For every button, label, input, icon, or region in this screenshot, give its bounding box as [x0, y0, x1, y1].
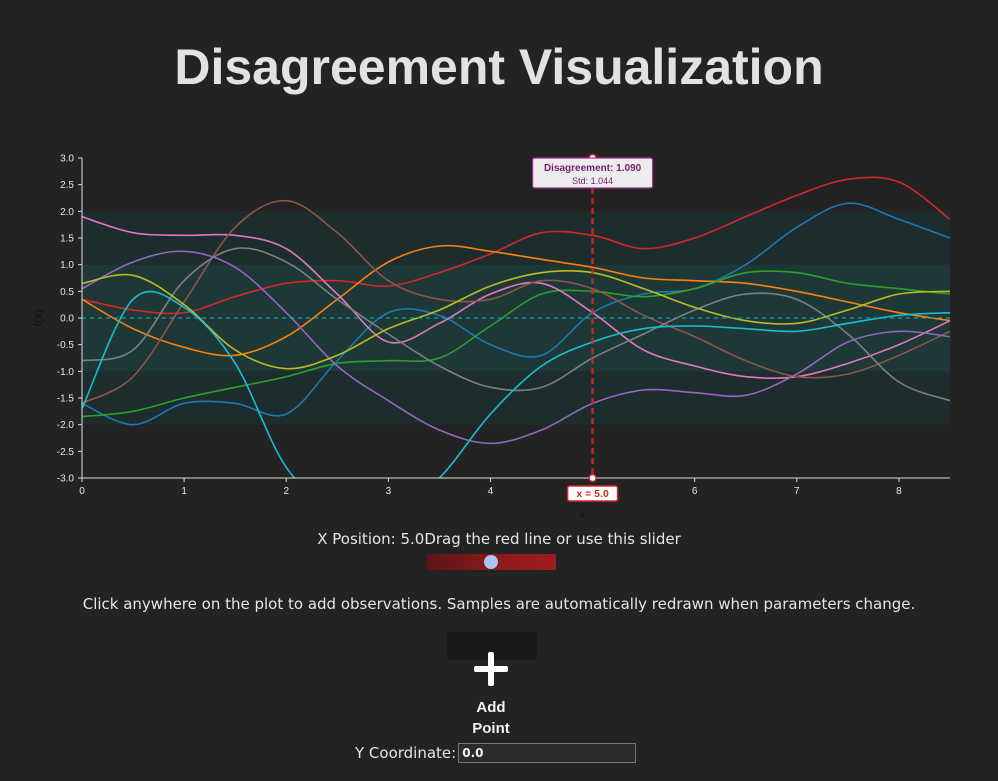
- disagreement-plot[interactable]: 3.0 2.5 2.0 1.5 1.0 0.5 0.0 -0.5 -1.0 -1.5 -2.0 -2.…: [0, 148, 998, 528]
- y-tick-label: 2.0: [60, 207, 74, 218]
- tooltip-subtitle: Std: 1.044: [572, 176, 613, 186]
- sample-curve: [82, 270, 950, 370]
- y-coordinate-label: Y Coordinate:: [355, 744, 457, 762]
- sample-curve: [82, 270, 950, 418]
- tooltip-box: [531, 157, 654, 189]
- x-tick-label: 4: [488, 486, 494, 497]
- x-tick-label: 1: [181, 486, 187, 497]
- x-tick-label: 6: [692, 486, 698, 497]
- x-position-slider[interactable]: [427, 554, 556, 570]
- y-axis-label: f(x): [31, 309, 45, 326]
- y-tick-label: 3.0: [60, 154, 74, 165]
- y-tick-label: 0.0: [60, 314, 74, 325]
- y-coordinate-input[interactable]: [458, 743, 637, 763]
- y-coordinate-row: Y Coordinate:: [355, 743, 637, 763]
- sample-curve: [82, 176, 950, 315]
- y-tick-label: -1.0: [57, 367, 75, 378]
- sample-curve: [82, 290, 950, 478]
- x-position-label: X Position: 5.0: [317, 530, 425, 548]
- x-marker[interactable]: x = 5.0 Disagreement: 1.090 Std: 1.044: [531, 153, 654, 502]
- sample-curve: [82, 202, 950, 426]
- marker-bottom-handle: [588, 473, 597, 483]
- sample-curve: [82, 250, 950, 445]
- marker-label-box: [566, 485, 619, 502]
- sample-curves: [82, 176, 950, 478]
- add-point-button[interactable]: Add Point: [441, 648, 541, 740]
- y-tick-label: 1.5: [60, 234, 74, 245]
- page-title: Disagreement Visualization: [174, 39, 824, 95]
- axes: 3.0 2.5 2.0 1.5 1.0 0.5 0.0 -0.5 -1.0 -1.5 -2.0 -2.…: [31, 154, 950, 521]
- x-tick-label: 7: [794, 486, 800, 497]
- marker-label: x = 5.0: [576, 488, 609, 500]
- y-tick-label: 2.5: [60, 180, 74, 191]
- x-tick-label: 3: [386, 486, 392, 497]
- instructions-text: Click anywhere on the plot to add observ…: [82, 595, 916, 613]
- tooltip-title: Disagreement: 1.090: [544, 163, 642, 174]
- x-tick-label: 0: [79, 486, 85, 497]
- add-point-label: Add Point: [472, 699, 510, 737]
- y-tick-label: 0.5: [60, 287, 74, 298]
- slider-hint: Drag the red line or use this slider: [424, 530, 681, 548]
- x-axis-label: x: [579, 507, 585, 521]
- x-tick-label: 2: [283, 486, 289, 497]
- y-tick-label: 1.0: [60, 260, 74, 271]
- y-tick-label: -0.5: [57, 340, 75, 351]
- y-tick-label: -2.0: [57, 420, 75, 431]
- x-position-row: X Position: 5.0Drag the red line or use …: [0, 530, 998, 548]
- y-tick-label: -2.5: [57, 447, 75, 458]
- slider-thumb[interactable]: [484, 555, 498, 569]
- sample-curve: [82, 199, 950, 405]
- plus-icon: [474, 652, 508, 686]
- x-tick-label: 8: [896, 486, 902, 497]
- y-tick-label: -3.0: [57, 474, 75, 485]
- y-tick-label: -1.5: [57, 394, 75, 405]
